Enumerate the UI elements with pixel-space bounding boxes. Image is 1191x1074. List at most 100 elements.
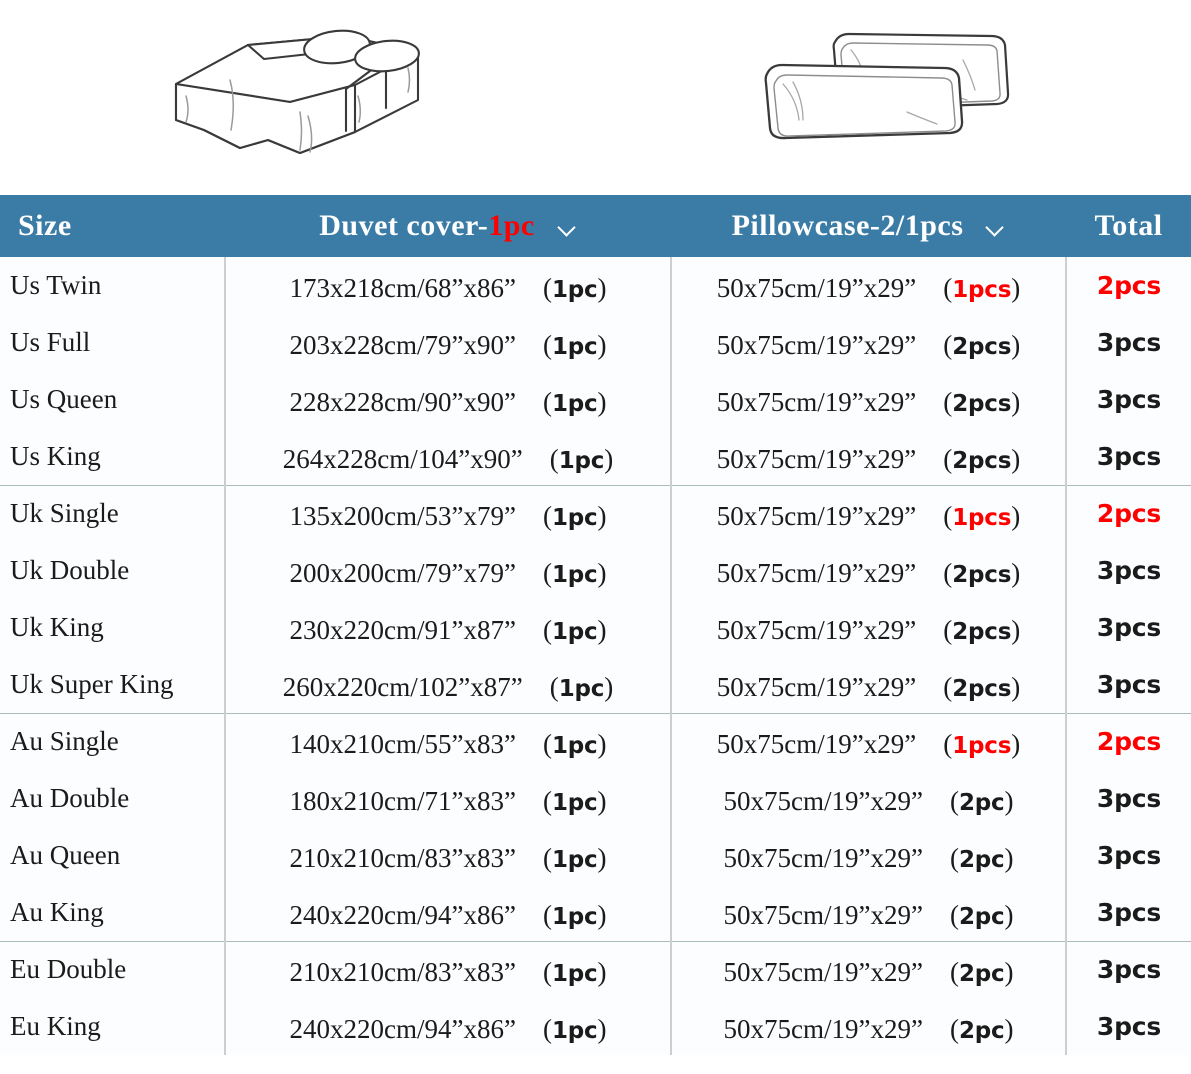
duvet-dimension: 180x210cm/71”x83” bbox=[289, 786, 516, 816]
total-value: 2pcs bbox=[1096, 271, 1162, 300]
duvet-qty-wrap: (1pc) bbox=[515, 330, 607, 360]
table-row: Uk King 230x220cm/91”x87” (1pc) 50x75cm/19… bbox=[0, 599, 1191, 656]
pillowcase-qty-wrap: (2pc) bbox=[922, 843, 1014, 873]
total-value: 3pcs bbox=[1096, 841, 1162, 870]
column-header-size[interactable]: Size bbox=[0, 195, 225, 257]
pillowcase-dimension: 50x75cm/19”x29” bbox=[716, 671, 917, 702]
pillowcase-dimension: 50x75cm/19”x29” bbox=[723, 957, 923, 988]
chevron-down-icon[interactable] bbox=[985, 220, 1005, 232]
pillowcase-dimension: 50x75cm/19”x29” bbox=[723, 899, 923, 930]
cell-total: 2pcs bbox=[1065, 712, 1191, 770]
duvet-qty-wrap: (1pc) bbox=[515, 1014, 607, 1044]
pillowcase-qty: 1pcs bbox=[952, 733, 1012, 760]
pillowcase-qty-wrap: (2pcs) bbox=[916, 443, 1021, 474]
pillowcase-dimension: 50x75cm/19”x29” bbox=[723, 1014, 923, 1044]
cell-total: 3pcs bbox=[1065, 770, 1191, 827]
duvet-dimension: 240x220cm/94”x86” bbox=[289, 1014, 516, 1044]
cell-total: 3pcs bbox=[1065, 884, 1191, 941]
pillowcase-qty-wrap: (2pcs) bbox=[916, 558, 1021, 588]
cell-pillowcase: 50x75cm/19”x29” (2pcs) bbox=[670, 314, 1066, 371]
pillowcase-qty: 2pc bbox=[958, 961, 1005, 988]
table-row: Au King 240x220cm/94”x86” (1pc) 50x75cm/19… bbox=[0, 884, 1191, 941]
duvet-qty-wrap: (1pc) bbox=[522, 671, 614, 702]
cell-duvet-cover: 180x210cm/71”x83” (1pc) bbox=[224, 770, 671, 827]
duvet-qty-wrap: (1pc) bbox=[515, 501, 607, 532]
pillowcase-qty-wrap: (2pcs) bbox=[916, 387, 1021, 417]
total-value: 3pcs bbox=[1096, 328, 1162, 357]
duvet-dimension: 203x228cm/79”x90” bbox=[289, 330, 516, 360]
total-value: 2pcs bbox=[1096, 499, 1162, 529]
duvet-dimension: 173x218cm/68”x86” bbox=[289, 273, 516, 303]
cell-pillowcase: 50x75cm/19”x29” (1pcs) bbox=[670, 712, 1066, 770]
table-row: Eu Double 210x210cm/83”x83” (1pc) 50x75cm/… bbox=[0, 940, 1191, 998]
duvet-dimension: 135x200cm/53”x79” bbox=[289, 501, 516, 532]
column-header-pillowcase[interactable]: Pillowcase-2/1pcs bbox=[671, 195, 1066, 257]
total-value: 3pcs bbox=[1096, 897, 1162, 927]
pillowcase-qty: 2pcs bbox=[952, 619, 1012, 645]
cell-duvet-cover: 210x210cm/83”x83” (1pc) bbox=[224, 827, 671, 884]
pillowcase-qty: 2pcs bbox=[952, 391, 1012, 417]
column-header-size-label: Size bbox=[18, 209, 72, 242]
pillowcase-dimension: 50x75cm/19”x29” bbox=[716, 501, 917, 532]
pillowcase-dimension: 50x75cm/19”x29” bbox=[716, 330, 917, 360]
duvet-qty: 1pc bbox=[551, 961, 598, 988]
pillowcase-qty: 2pcs bbox=[952, 447, 1012, 474]
duvet-qty: 1pc bbox=[551, 562, 598, 588]
cell-duvet-cover: 203x228cm/79”x90” (1pc) bbox=[224, 314, 671, 371]
table-row: Au Queen 210x210cm/83”x83” (1pc) 50x75cm/1… bbox=[0, 827, 1191, 884]
duvet-dimension: 228x228cm/90”x90” bbox=[289, 387, 516, 417]
cell-total: 3pcs bbox=[1065, 998, 1191, 1055]
duvet-qty: 1pc bbox=[551, 505, 598, 532]
chevron-down-icon[interactable] bbox=[557, 220, 577, 232]
duvet-dimension: 260x220cm/102”x87” bbox=[282, 671, 523, 702]
cell-size: Au Single bbox=[0, 712, 225, 770]
pillow-front bbox=[764, 63, 964, 140]
cell-size: Au King bbox=[10, 896, 104, 927]
total-value: 2pcs bbox=[1096, 727, 1162, 757]
cell-pillowcase: 50x75cm/19”x29” (2pcs) bbox=[670, 542, 1066, 599]
cell-total: 3pcs bbox=[1065, 428, 1191, 485]
cell-pillowcase: 50x75cm/19”x29” (2pc) bbox=[670, 940, 1066, 998]
cell-pillowcase: 50x75cm/19”x29” (2pcs) bbox=[670, 656, 1066, 713]
cell-total: 3pcs bbox=[1065, 827, 1191, 884]
total-value: 3pcs bbox=[1096, 441, 1162, 471]
column-header-duvet-cover[interactable]: Duvet cover-1pc bbox=[225, 195, 671, 257]
column-header-duvet-label: Duvet cover-1pc bbox=[319, 209, 535, 242]
table-row: Us Full 203x228cm/79”x90” (1pc) 50x75cm/19… bbox=[0, 314, 1191, 371]
column-header-total[interactable]: Total bbox=[1066, 195, 1191, 257]
duvet-dimension: 264x228cm/104”x90” bbox=[282, 443, 523, 474]
cell-pillowcase: 50x75cm/19”x29” (2pc) bbox=[670, 827, 1066, 884]
pillowcase-qty: 1pcs bbox=[952, 505, 1012, 532]
total-value: 3pcs bbox=[1096, 556, 1162, 585]
pillowcase-dimension: 50x75cm/19”x29” bbox=[716, 273, 917, 303]
pillowcase-qty-wrap: (2pcs) bbox=[916, 330, 1021, 360]
cell-total: 2pcs bbox=[1065, 484, 1191, 542]
column-header-pillowcase-label: Pillowcase-2/1pcs bbox=[731, 209, 964, 242]
pillowcase-qty: 2pc bbox=[958, 903, 1005, 930]
duvet-dimension: 200x200cm/79”x79” bbox=[289, 558, 516, 588]
duvet-qty-wrap: (1pc) bbox=[515, 273, 607, 303]
pillowcase-illustration bbox=[764, 32, 1010, 140]
pillowcase-qty-wrap: (2pc) bbox=[922, 786, 1014, 816]
pillowcase-qty-wrap: (2pc) bbox=[922, 899, 1014, 930]
cell-duvet-cover: 135x200cm/53”x79” (1pc) bbox=[224, 484, 671, 542]
table-row: Au Double 180x210cm/71”x83” (1pc) 50x75cm/… bbox=[0, 770, 1191, 827]
pillowcase-qty: 2pc bbox=[958, 790, 1005, 816]
pillowcase-dimension: 50x75cm/19”x29” bbox=[716, 387, 917, 417]
cell-pillowcase: 50x75cm/19”x29” (2pc) bbox=[670, 998, 1066, 1055]
table-row: Eu King 240x220cm/94”x86” (1pc) 50x75cm/19… bbox=[0, 998, 1191, 1055]
pillowcase-dimension: 50x75cm/19”x29” bbox=[716, 729, 917, 760]
duvet-qty-wrap: (1pc) bbox=[522, 443, 614, 474]
cell-total: 2pcs bbox=[1065, 257, 1191, 314]
cell-size: Us Full bbox=[10, 327, 91, 357]
duvet-qty: 1pc bbox=[551, 334, 598, 360]
header-row: Size Duvet cover-1pc Pillowcase-2/1pcs T… bbox=[0, 195, 1191, 257]
duvet-qty: 1pc bbox=[551, 733, 598, 760]
column-header-duvet-accent: 1pc bbox=[488, 209, 535, 242]
duvet-qty-wrap: (1pc) bbox=[515, 786, 607, 816]
pillowcase-dimension: 50x75cm/19”x29” bbox=[716, 558, 917, 588]
table-header: Size Duvet cover-1pc Pillowcase-2/1pcs T… bbox=[0, 195, 1191, 257]
duvet-dimension: 230x220cm/91”x87” bbox=[289, 615, 516, 645]
pillowcase-qty: 2pc bbox=[958, 1018, 1005, 1044]
